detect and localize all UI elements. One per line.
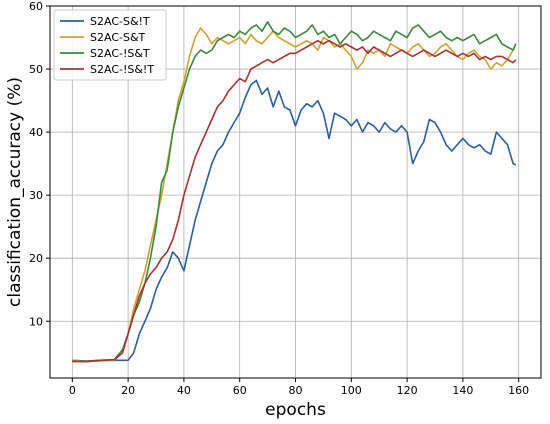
x-axis-ticks: 0 20 40 60 80 100 120 140 160 xyxy=(69,378,529,397)
legend-box xyxy=(53,9,167,81)
x-tick-label: 0 xyxy=(69,384,76,397)
y-tick-label: 30 xyxy=(29,189,43,202)
legend-label: S2AC-S&!T xyxy=(90,15,150,28)
x-tick-label: 80 xyxy=(289,384,303,397)
x-axis-label: epochs xyxy=(265,400,326,420)
series-line-2 xyxy=(72,20,517,363)
x-tick-label: 120 xyxy=(397,384,418,397)
y-tick-label: 40 xyxy=(29,126,43,139)
grid xyxy=(50,5,541,378)
legend-label: S2AC-S&T xyxy=(90,31,146,44)
y-tick-label: 60 xyxy=(29,0,43,13)
y-tick-label: 50 xyxy=(29,63,43,76)
x-tick-label: 100 xyxy=(341,384,362,397)
legend-label: S2AC-!S&!T xyxy=(90,63,154,76)
y-tick-label: 10 xyxy=(29,315,43,328)
plot-area xyxy=(72,20,517,363)
x-tick-label: 160 xyxy=(508,384,529,397)
y-tick-label: 20 xyxy=(29,252,43,265)
series-line-3 xyxy=(72,39,517,363)
x-tick-label: 20 xyxy=(121,384,135,397)
legend: S2AC-S&!T S2AC-S&T S2AC-!S&T S2AC-!S&!T xyxy=(53,9,167,81)
y-axis-label: classification_accuracy (%) xyxy=(5,77,25,307)
y-axis-ticks: 10 20 30 40 50 60 xyxy=(29,0,50,328)
x-tick-label: 40 xyxy=(177,384,191,397)
x-tick-label: 60 xyxy=(233,384,247,397)
legend-label: S2AC-!S&T xyxy=(90,47,150,60)
x-tick-label: 140 xyxy=(452,384,473,397)
series-line-0 xyxy=(72,79,517,362)
